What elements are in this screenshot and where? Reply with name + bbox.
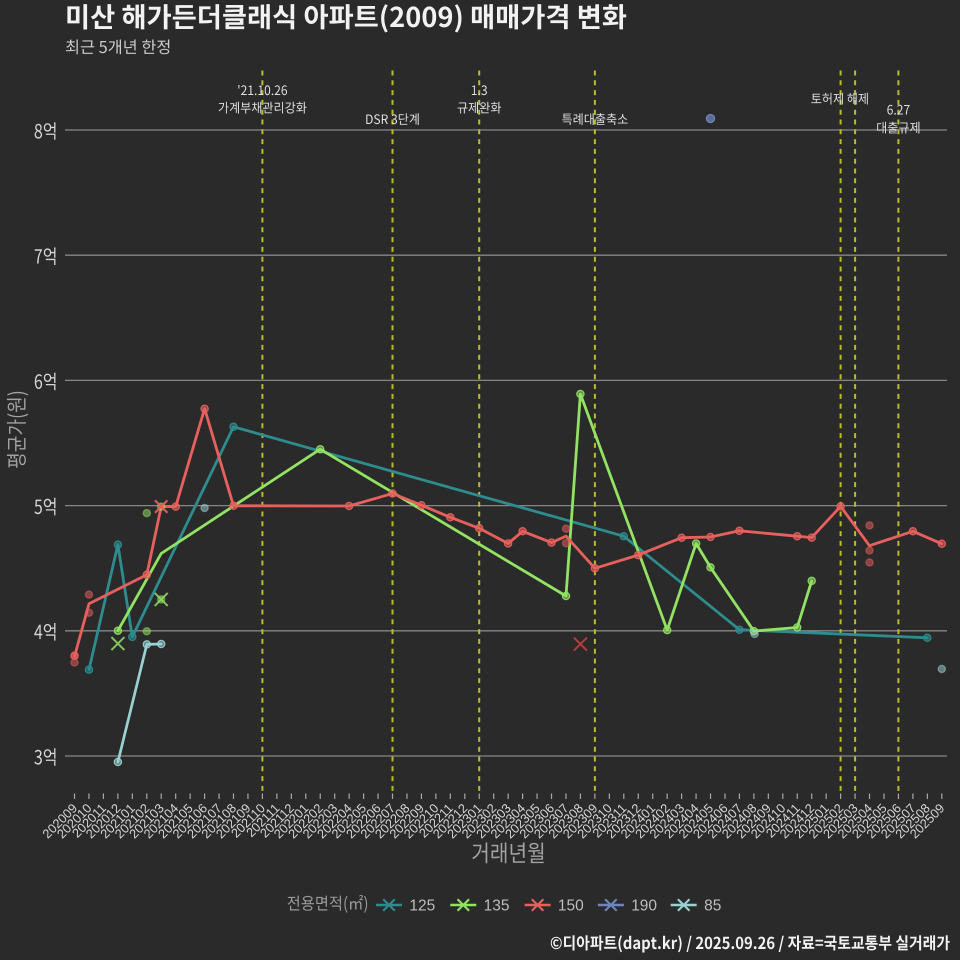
svg-text:150: 150 [558,898,584,915]
svg-text:125: 125 [409,898,435,915]
svg-text:190: 190 [631,898,657,915]
svg-text:85: 85 [704,898,721,915]
svg-text:135: 135 [484,898,510,915]
